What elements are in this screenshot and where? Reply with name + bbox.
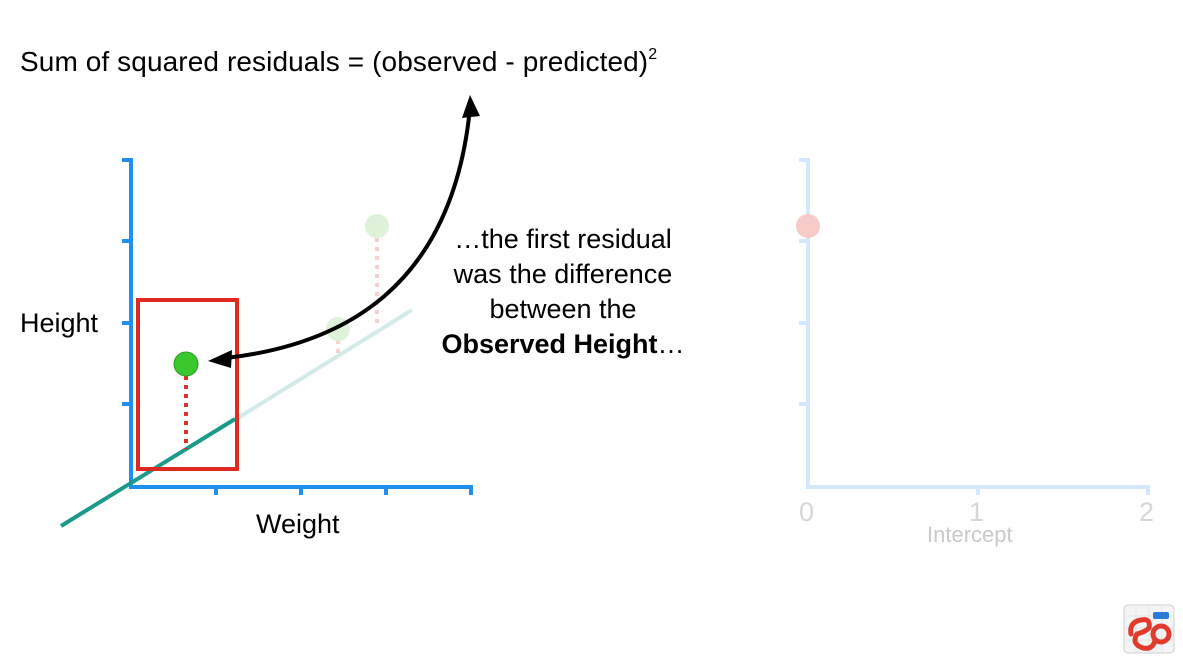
highlight-box (136, 298, 239, 471)
data-point-3-faded (365, 214, 389, 238)
narration-text: …the first residual was the difference b… (418, 222, 708, 362)
formula-exponent: 2 (648, 45, 658, 63)
arrowhead-left (208, 350, 232, 368)
narration-line-2: was the difference (453, 259, 673, 289)
right-x-tick-2: 2 (1139, 497, 1155, 527)
narration-ellipsis: … (657, 329, 685, 359)
arrowhead-up (462, 95, 480, 118)
observed-height-label: Observed Height (441, 329, 658, 359)
right-y-ticks (799, 158, 810, 406)
formula-text: Sum of squared residuals = (observed - p… (20, 46, 649, 77)
ssr-point (796, 214, 820, 238)
narration-line-1: …the first residual (454, 224, 672, 254)
right-x-ticks (976, 485, 1150, 495)
narration-line-4: Observed Height… (418, 327, 708, 362)
right-x-tick-1: 1 (969, 497, 985, 527)
ssr-formula: Sum of squared residuals = (observed - p… (20, 46, 657, 78)
left-y-axis-label: Height (20, 308, 99, 338)
curved-arrow-icon (225, 107, 472, 360)
left-x-ticks (214, 485, 473, 495)
fit-line-faded (231, 308, 414, 423)
narration-line-3: between the (489, 294, 637, 324)
data-point-1 (173, 351, 199, 377)
left-y-ticks (122, 158, 133, 406)
fit-line (59, 417, 237, 528)
statquest-logo-icon (1123, 604, 1175, 654)
left-x-axis-label: Weight (256, 509, 340, 539)
right-x-axis-label: Intercept (927, 522, 1013, 547)
right-x-tick-0: 0 (799, 497, 815, 527)
